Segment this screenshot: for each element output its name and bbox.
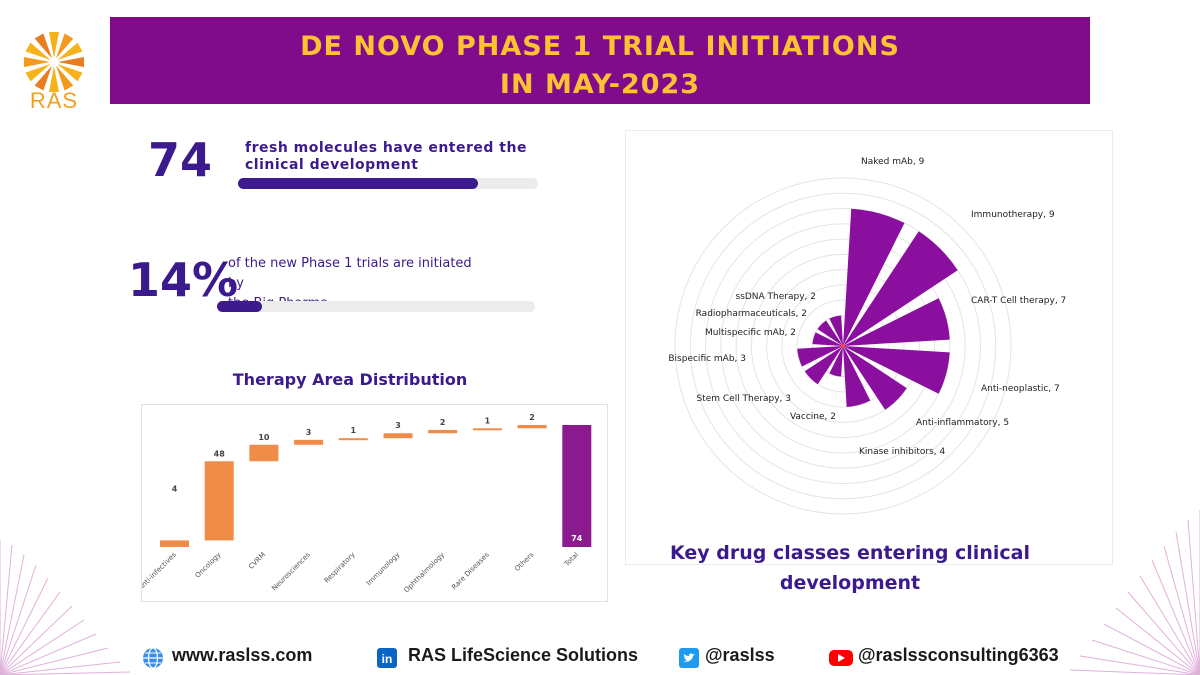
website-link[interactable]: www.raslss.com <box>172 645 313 665</box>
polar-data-label: Anti-neoplastic, 7 <box>981 384 1060 394</box>
polar-grid-ring <box>766 269 920 423</box>
stat-molecules-text-line-1: fresh molecules have entered the <box>245 140 527 156</box>
waterfall-value-label: 3 <box>395 421 401 430</box>
polar-data-label: Stem Cell Therapy, 3 <box>696 394 791 404</box>
polar-svg: Naked mAb, 9 Immunotherapy, 9 CAR-T Cell t… <box>668 157 1066 515</box>
stat-molecules-text: fresh molecules have entered the clinica… <box>245 140 545 174</box>
waterfall-category-label: Anti-infectives <box>142 551 178 592</box>
waterfall-category-label: Ophthalmology <box>402 551 446 595</box>
polar-center-dot <box>841 344 845 348</box>
waterfall-value-label: 48 <box>214 449 226 458</box>
polar-bar-kinase-inhibitors <box>843 346 871 407</box>
waterfall-value-label: 74 <box>571 534 583 543</box>
polar-grid-ring <box>735 238 951 454</box>
polar-grid-ring <box>811 314 875 378</box>
linkedin-icon: in <box>377 648 397 668</box>
polar-bar-radiopharmaceuticals <box>817 320 843 346</box>
waterfall-category-label: Rare Diseases <box>450 551 491 592</box>
waterfall-category-label: Respiratory <box>323 551 357 585</box>
waterfall-bar-oncology <box>204 461 234 541</box>
polar-grid-ring <box>796 299 890 393</box>
polar-data-label: Anti-inflammatory, 5 <box>916 418 1009 428</box>
polar-bar-bispecific-mab <box>797 346 843 367</box>
polar-data-label: CAR-T Cell therapy, 7 <box>971 296 1066 306</box>
twitter-link[interactable]: @raslss <box>705 645 775 665</box>
waterfall-value-label: 2 <box>440 418 446 427</box>
waterfall-svg: 4 Anti-infectives 48 Oncology 10 CVRM 3 Neurosc… <box>142 413 592 595</box>
title-banner: DE NOVO PHASE 1 TRIAL INITIATIONS IN MAY… <box>110 17 1090 104</box>
stat-bigpharma-progress-bar <box>217 301 535 312</box>
stat-bigpharma-value: 14% <box>128 253 239 307</box>
polar-chart-title: Key drug classes entering clinical devel… <box>670 542 1030 594</box>
globe-icon <box>143 647 163 669</box>
polar-data-label: Kinase inhibitors, 4 <box>859 447 945 457</box>
waterfall-category-label: Immunology <box>365 551 402 588</box>
waterfall-category-label: CVRM <box>247 551 267 571</box>
waterfall-bar-others <box>517 425 547 429</box>
waterfall-bar-anti-infectives <box>160 540 189 547</box>
youtube-icon <box>829 650 853 666</box>
stat-molecules-progress-bar <box>238 178 538 189</box>
youtube-link[interactable]: @raslssconsulting6363 <box>858 645 1059 665</box>
banner-title-line-1: DE NOVO PHASE 1 TRIAL INITIATIONS <box>300 31 900 62</box>
waterfall-value-label: 1 <box>351 426 357 435</box>
waterfall-value-label: 4 <box>172 484 178 493</box>
polar-bar-multispecific-mab <box>812 332 843 346</box>
banner-title-line-2: IN MAY-2023 <box>499 69 701 100</box>
polar-data-label: Vaccine, 2 <box>790 412 836 422</box>
twitter-icon <box>679 648 699 668</box>
waterfall-category-label: Others <box>513 551 536 574</box>
waterfall-chart-title: Therapy Area Distribution <box>232 370 468 389</box>
waterfall-category-label: Oncology <box>194 551 223 580</box>
waterfall-value-label: 1 <box>485 416 491 425</box>
waterfall-bar-respiratory <box>338 438 368 441</box>
waterfall-value-label: 3 <box>306 428 312 437</box>
waterfall-bar-ophthalmology <box>428 429 458 434</box>
polar-data-label: Radiopharmaceuticals, 2 <box>696 309 807 319</box>
polar-bar-ssdna-therapy <box>829 315 843 346</box>
polar-data-label: ssDNA Therapy, 2 <box>736 292 817 302</box>
polar-data-label: Naked mAb, 9 <box>861 157 925 167</box>
waterfall-bar-rare-diseases <box>472 428 502 431</box>
polar-bar-car-t-cell-therapy <box>843 298 950 346</box>
decorative-lines-left <box>0 540 130 675</box>
polar-grid-ring <box>827 330 859 362</box>
waterfall-value-label: 10 <box>258 433 270 442</box>
stat-bigpharma-text-line-1: of the new Phase 1 trials are initiated … <box>228 256 472 291</box>
therapy-area-waterfall-chart: 4 Anti-infectives 48 Oncology 10 CVRM 3 Neurosc… <box>141 404 608 602</box>
drug-class-polar-chart: Naked mAb, 9 Immunotherapy, 9 CAR-T Cell t… <box>625 130 1113 565</box>
polar-grid-ring <box>674 177 1012 515</box>
waterfall-bar-immunology <box>383 433 413 439</box>
stat-bigpharma-progress-fill <box>217 301 262 312</box>
linkedin-link[interactable]: RAS LifeScience Solutions <box>408 645 639 665</box>
waterfall-value-label: 2 <box>529 413 535 422</box>
polar-bar-anti-neoplastic <box>843 346 950 394</box>
polar-grid-ring <box>705 208 981 484</box>
polar-data-label: Immunotherapy, 9 <box>971 210 1055 220</box>
polar-data-label: Multispecific mAb, 2 <box>705 328 796 338</box>
ras-logo <box>24 32 84 92</box>
stat-molecules-progress-fill <box>238 178 478 189</box>
polar-bar-stem-cell-therapy <box>804 346 843 385</box>
decorative-lines-right <box>1070 510 1200 675</box>
waterfall-category-label: Total <box>562 551 580 569</box>
polar-bar-vaccine <box>829 346 843 377</box>
stat-molecules-value: 74 <box>148 133 213 187</box>
polar-grid-ring <box>720 223 966 469</box>
polar-bar-anti-inflammatory <box>843 346 907 410</box>
polar-bar-naked-mab <box>843 208 905 346</box>
polar-grid-ring <box>689 192 997 500</box>
polar-data-label: Bispecific mAb, 3 <box>668 354 746 364</box>
waterfall-bar-total <box>562 425 592 547</box>
waterfall-bar-neurosciences <box>294 439 324 445</box>
polar-bar-immunotherapy <box>843 231 958 346</box>
waterfall-bar-cvrm <box>249 444 279 462</box>
svg-text:in: in <box>382 652 393 666</box>
stat-molecules-text-line-2: clinical development <box>245 157 419 173</box>
polar-grid-ring <box>781 284 905 408</box>
logo-text: RAS <box>29 88 79 113</box>
polar-grid-ring <box>750 253 936 439</box>
waterfall-category-label: Neurosciences <box>270 551 312 593</box>
